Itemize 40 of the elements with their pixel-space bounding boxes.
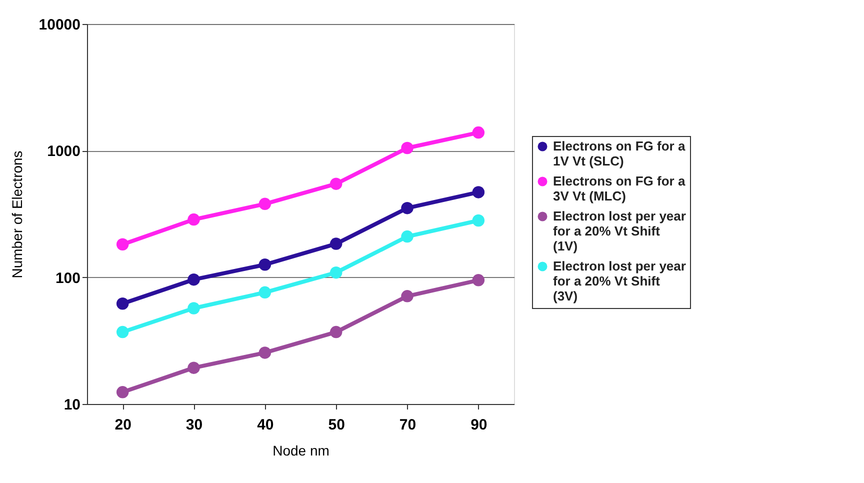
point [188, 362, 200, 374]
point [116, 326, 129, 338]
point [330, 238, 342, 250]
x-tick-label: 30 [186, 416, 203, 434]
point [330, 266, 342, 279]
point [258, 258, 272, 271]
point [401, 202, 414, 214]
point [401, 230, 414, 243]
point [116, 238, 129, 251]
point [258, 286, 272, 299]
point [472, 274, 485, 286]
y-tick-label: 100 [55, 270, 80, 287]
point [330, 178, 342, 190]
point [472, 214, 485, 227]
x-tick-label: 70 [399, 416, 416, 434]
point [258, 346, 272, 359]
legend-label: Electrons on FG for a 3V Vt (MLC) [553, 174, 686, 204]
legend-label: Electron lost per year for a 20% Vt Shift (3V) [553, 258, 686, 304]
legend-label: Electron lost per year for a 20% Vt Shift (1V) [553, 208, 686, 254]
point [188, 302, 200, 314]
point [472, 186, 485, 198]
point [258, 198, 272, 210]
point [472, 126, 485, 139]
y-tick-label: 1000 [47, 143, 80, 160]
y-axis-title: Number of Electrons [8, 150, 25, 278]
point [401, 142, 414, 154]
point [116, 298, 129, 310]
point [188, 273, 200, 286]
point [188, 213, 200, 226]
x-tick-label: 20 [114, 416, 132, 434]
point [330, 326, 342, 338]
point [116, 386, 129, 398]
x-tick-label: 90 [470, 416, 488, 434]
y-tick-label: 10000 [38, 16, 80, 34]
x-axis-title: Node nm [272, 442, 330, 458]
x-tick-label: 40 [257, 416, 274, 434]
y-tick-label: 10 [64, 396, 80, 414]
point [401, 290, 414, 302]
legend-label: Electrons on FG for a 1V Vt (SLC) [553, 138, 686, 168]
x-tick-label: 50 [328, 416, 345, 434]
